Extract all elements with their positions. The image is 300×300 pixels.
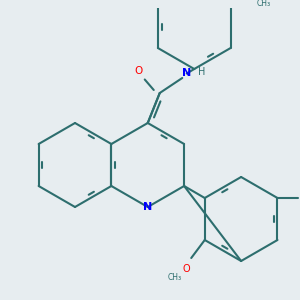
Text: CH₃: CH₃ xyxy=(168,273,182,282)
Text: O: O xyxy=(135,65,143,76)
Text: H: H xyxy=(198,67,206,77)
Text: CH₃: CH₃ xyxy=(256,0,271,8)
Text: N: N xyxy=(182,68,191,79)
Text: N: N xyxy=(143,202,152,212)
Text: O: O xyxy=(183,263,190,274)
